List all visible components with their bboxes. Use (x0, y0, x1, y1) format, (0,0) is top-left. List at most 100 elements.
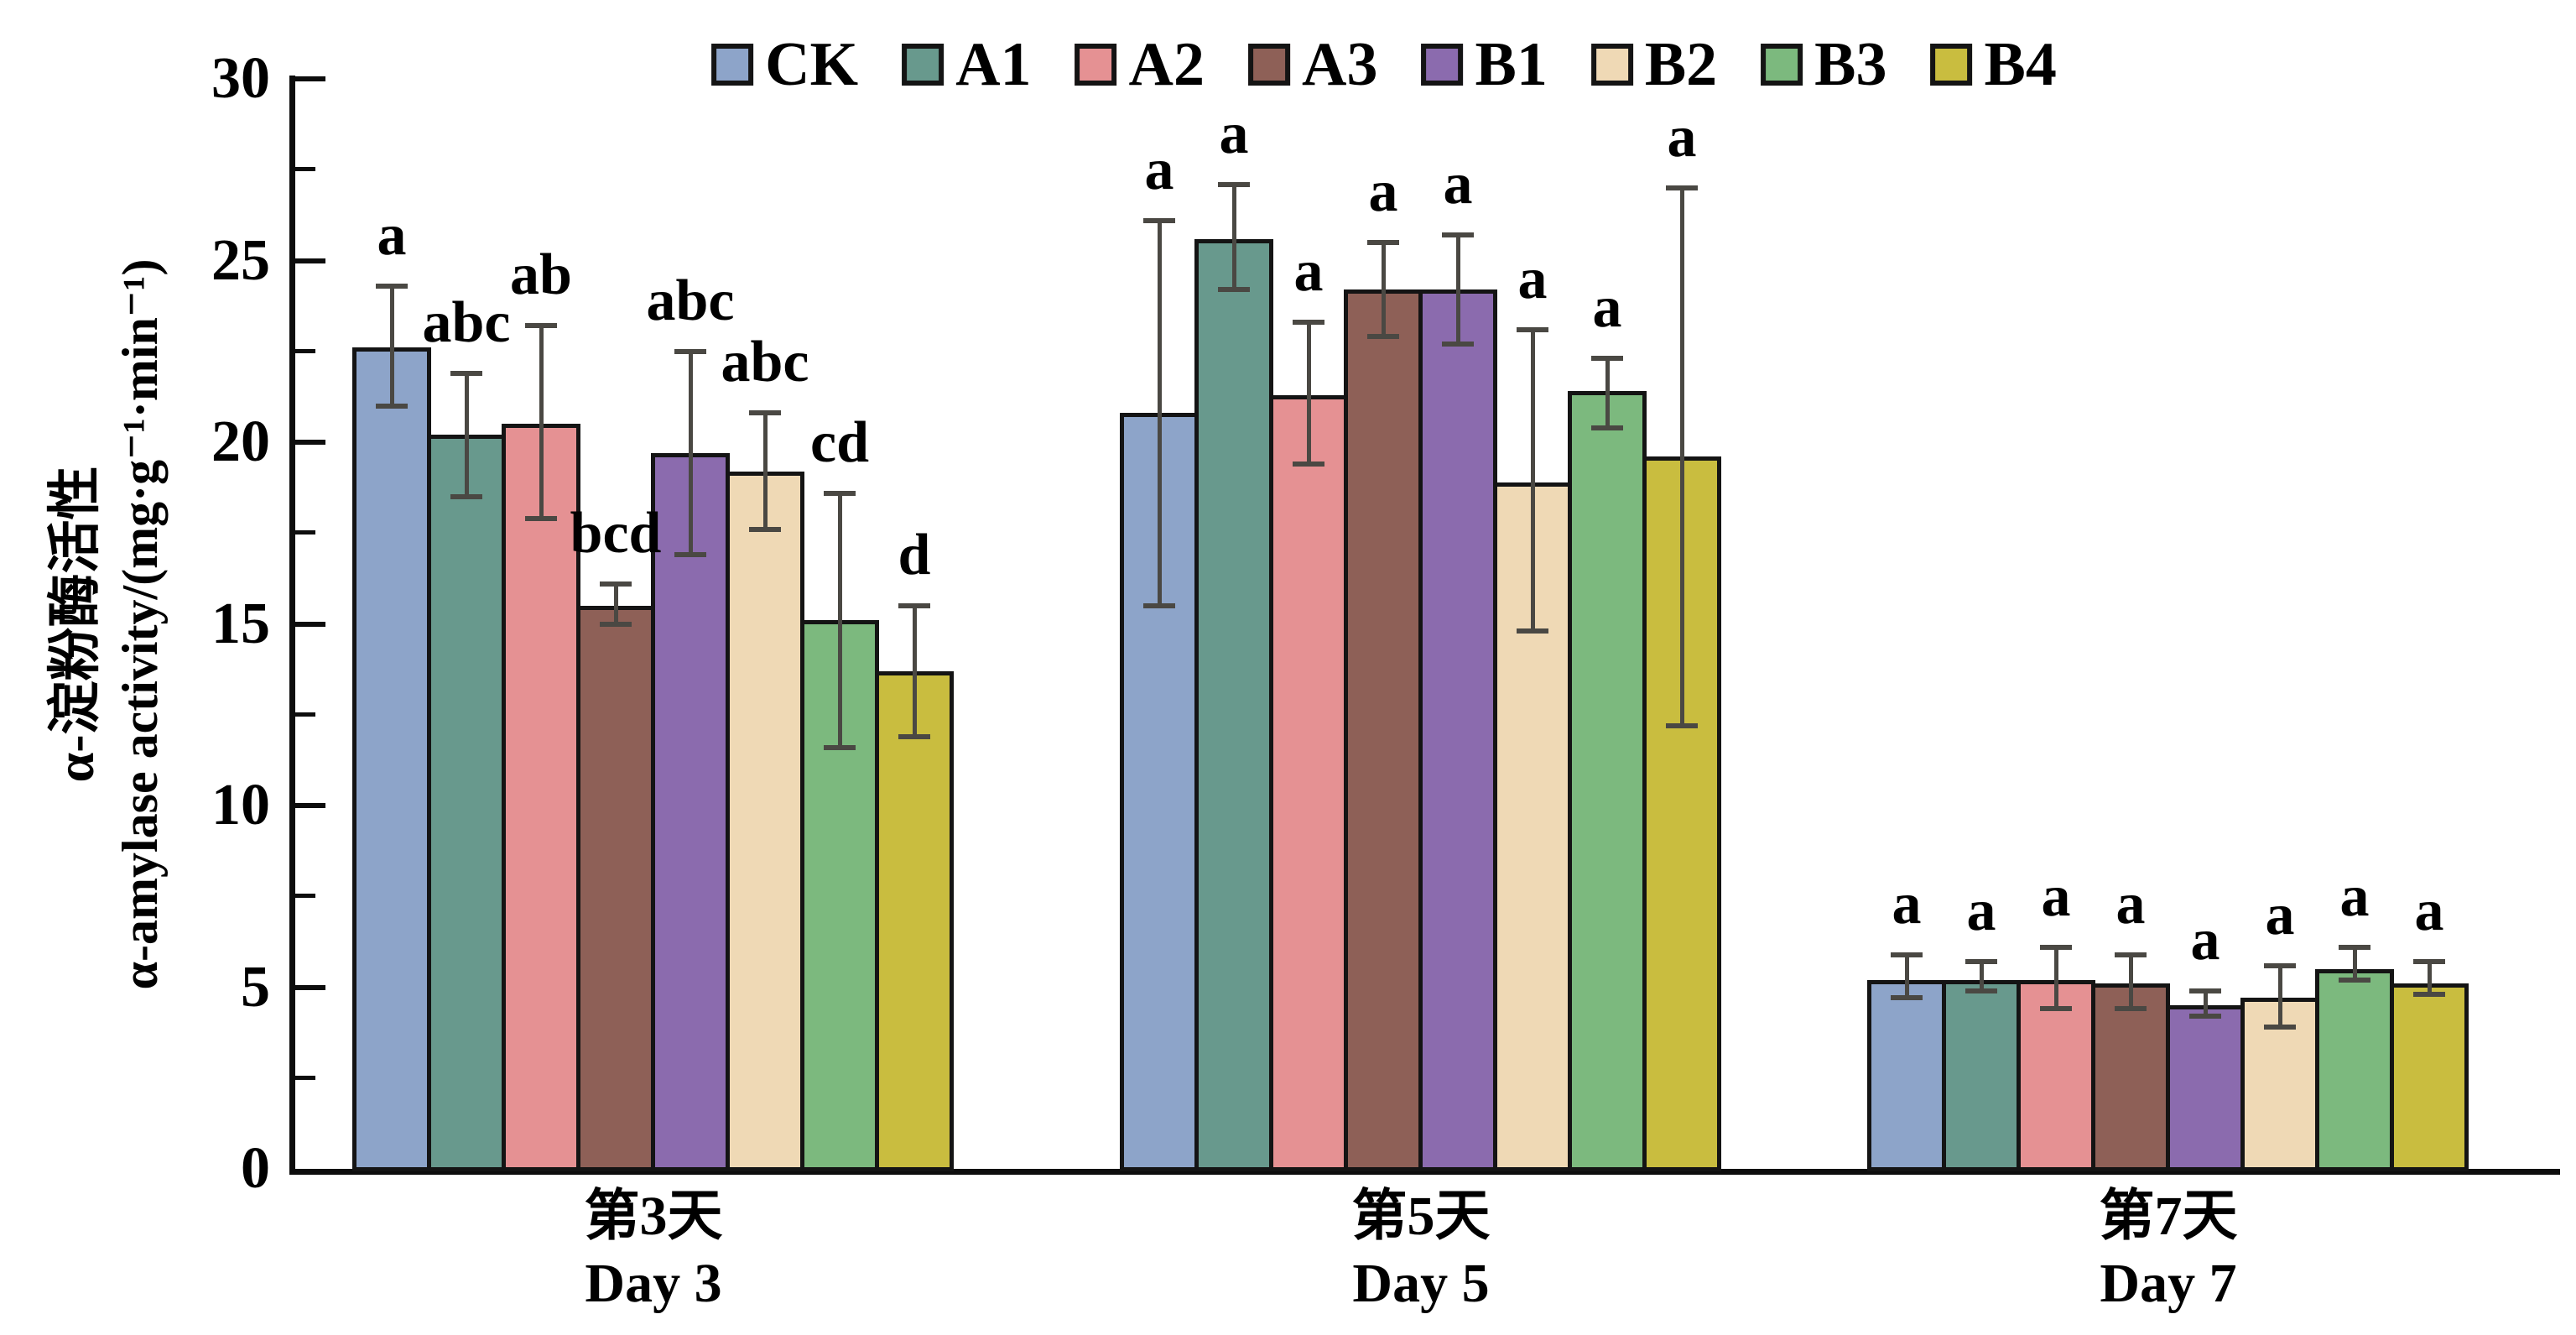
error-bar-B4-3 (2428, 962, 2432, 995)
significance-letter: a (1667, 104, 1697, 169)
error-cap-bottom (674, 552, 706, 558)
error-cap-bottom (1293, 461, 1324, 467)
legend-swatch-A1 (902, 44, 945, 86)
error-bar-B2-1 (763, 413, 768, 529)
error-cap-top (450, 370, 482, 376)
legend-item-A2: A2 (1075, 34, 1205, 96)
error-bar-CK-2 (1158, 220, 1162, 606)
y-tick-label: 20 (211, 409, 270, 474)
error-cap-top (1367, 239, 1399, 245)
error-cap-bottom (1591, 425, 1623, 430)
error-cap-bottom (2339, 977, 2370, 983)
error-bar-A3-3 (2129, 954, 2133, 1009)
error-cap-bottom (2115, 1006, 2147, 1012)
x-group-label-en: Day 3 (585, 1253, 722, 1314)
y-tick-label: 15 (211, 591, 270, 656)
legend-item-B2: B2 (1590, 34, 1717, 96)
error-cap-bottom (2040, 1006, 2072, 1012)
error-bar-A1-3 (1980, 962, 1984, 991)
error-cap-top (1517, 326, 1548, 332)
y-minor-tick (295, 894, 315, 899)
y-major-tick (295, 76, 325, 81)
x-group-label-zh: 第5天 (1351, 1186, 1491, 1247)
significance-letter: a (2265, 882, 2295, 947)
significance-letter: a (1219, 101, 1249, 166)
significance-letter: a (2041, 863, 2071, 929)
error-cap-bottom (824, 744, 856, 750)
error-bar-B1-3 (2204, 990, 2208, 1017)
error-cap-top (525, 323, 557, 329)
x-group-label-zh: 第7天 (2099, 1186, 2238, 1247)
error-cap-bottom (1143, 602, 1175, 608)
error-cap-top (2413, 959, 2445, 965)
error-cap-top (1965, 959, 1997, 965)
error-cap-top (2264, 962, 2296, 968)
error-bar-B4-1 (913, 605, 917, 737)
error-bar-B3-1 (838, 493, 842, 748)
error-bar-CK-3 (1905, 954, 1909, 999)
error-cap-top (1891, 952, 1923, 957)
error-cap-top (2115, 952, 2147, 957)
error-bar-A2-2 (1307, 322, 1311, 464)
significance-letter: a (377, 202, 407, 268)
error-bar-B3-2 (1605, 358, 1610, 428)
error-bar-B2-2 (1531, 329, 1535, 632)
legend-swatch-B3 (1761, 44, 1803, 86)
significance-letter: a (2414, 879, 2444, 944)
y-major-tick (295, 803, 325, 808)
bar-B3-1 (800, 620, 879, 1171)
error-cap-bottom (2264, 1025, 2296, 1030)
legend-label-B3: B3 (1814, 30, 1887, 99)
bar-A3-2 (1344, 289, 1423, 1171)
error-cap-bottom (525, 515, 557, 521)
significance-letter: d (898, 522, 931, 587)
error-cap-bottom (450, 493, 482, 499)
error-cap-top (1666, 185, 1698, 190)
bar-B4-1 (875, 670, 954, 1171)
legend-label-CK: CK (765, 30, 859, 99)
significance-letter: a (1144, 137, 1174, 202)
significance-letter: abc (721, 330, 809, 395)
legend-label-B1: B1 (1475, 30, 1548, 99)
bar-A3-3 (2091, 983, 2170, 1171)
significance-letter: abc (422, 289, 511, 355)
y-minor-tick (295, 1075, 315, 1080)
y-tick-label: 30 (211, 46, 270, 111)
bar-B1-3 (2166, 1005, 2245, 1171)
legend-swatch-A3 (1248, 44, 1291, 86)
error-cap-bottom (1442, 342, 1474, 347)
bar-CK-1 (352, 347, 431, 1171)
legend-swatch-B1 (1421, 44, 1464, 86)
legend-swatch-CK (711, 44, 754, 86)
chart-legend: CK A1 A2 A3 B1 B2 B3 B4 (711, 34, 2057, 96)
bar-A2-2 (1269, 394, 1348, 1171)
y-tick-label: 10 (211, 773, 270, 837)
error-cap-top (749, 410, 781, 416)
error-bar-B4-2 (1680, 187, 1684, 726)
bar-A3-1 (576, 605, 655, 1171)
significance-letter: cd (810, 409, 869, 475)
legend-item-B1: B1 (1421, 30, 1548, 99)
legend-label-A1: A1 (955, 30, 1032, 99)
error-bar-B2-3 (2278, 965, 2282, 1028)
error-cap-top (898, 602, 930, 608)
significance-letter: a (1293, 239, 1324, 305)
bar-B3-3 (2315, 968, 2394, 1171)
error-cap-bottom (749, 526, 781, 532)
y-tick-label: 25 (211, 227, 270, 293)
error-cap-bottom (600, 621, 632, 627)
x-group-label-zh: 第3天 (584, 1186, 723, 1247)
error-bar-A2-3 (2054, 946, 2058, 1009)
y-major-tick (295, 621, 325, 627)
y-minor-tick (295, 348, 315, 353)
significance-letter: ab (510, 242, 572, 308)
bar-B1-2 (1418, 289, 1497, 1171)
y-minor-tick (295, 712, 315, 717)
y-tick-label: 5 (241, 954, 270, 1020)
error-cap-bottom (1666, 722, 1698, 728)
error-cap-top (1293, 320, 1324, 326)
y-minor-tick (295, 530, 315, 535)
y-major-tick (295, 984, 325, 990)
bar-B4-3 (2390, 983, 2469, 1171)
